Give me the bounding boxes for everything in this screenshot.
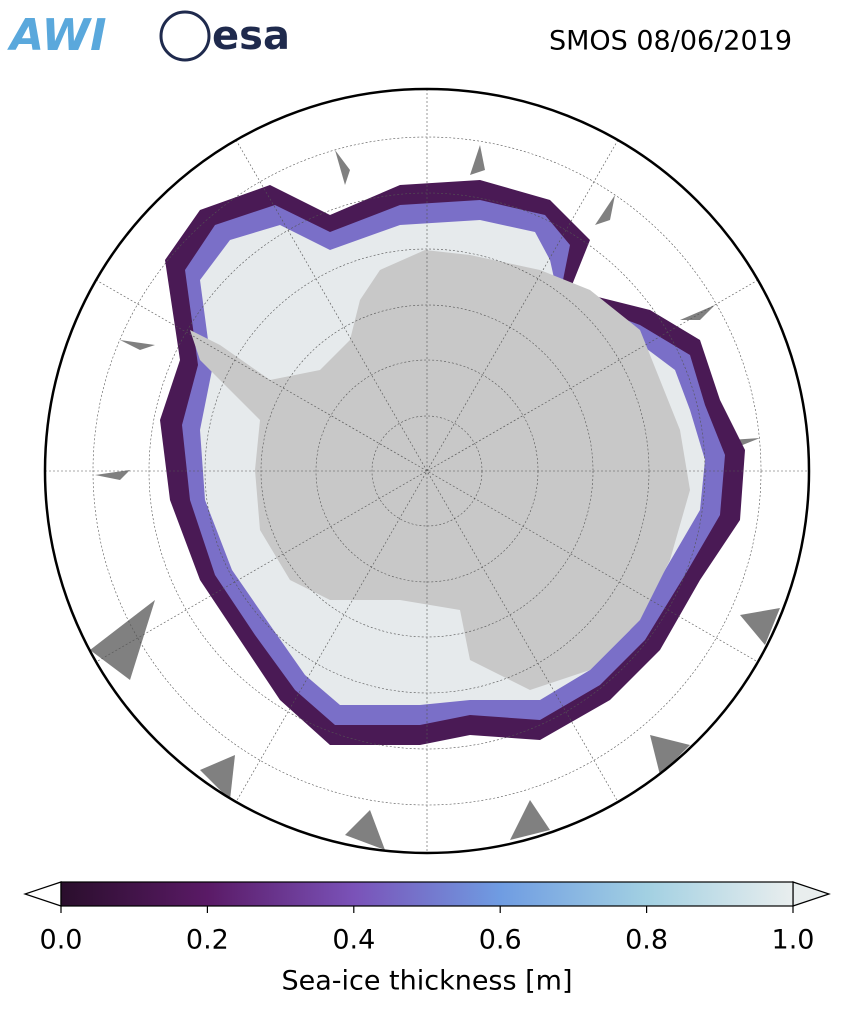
colorbar <box>60 881 794 907</box>
colorbar-tick-label: 0.6 <box>479 925 522 956</box>
awi-logo: AWI <box>7 10 107 61</box>
colorbar-tick-label: 0.8 <box>625 925 668 956</box>
map-title: SMOS 08/06/2019 <box>549 26 792 57</box>
colorbar-tick-label: 0.2 <box>186 925 229 956</box>
colorbar-tick-label: 0.4 <box>332 925 375 956</box>
colorbar-label: Sea-ice thickness [m] <box>281 966 572 997</box>
esa-logo: esa <box>212 13 290 59</box>
colorbar-extend-max <box>792 881 831 907</box>
graticule <box>45 89 809 853</box>
map-frame <box>43 87 811 855</box>
land-patches <box>90 145 780 850</box>
map <box>45 89 809 853</box>
colorbar-tick-label: 0.0 <box>40 925 83 956</box>
esa-logo-mark <box>159 10 211 62</box>
colorbar-extend-min <box>23 881 62 907</box>
colorbar-tick-label: 1.0 <box>772 925 815 956</box>
antarctica <box>190 250 690 690</box>
